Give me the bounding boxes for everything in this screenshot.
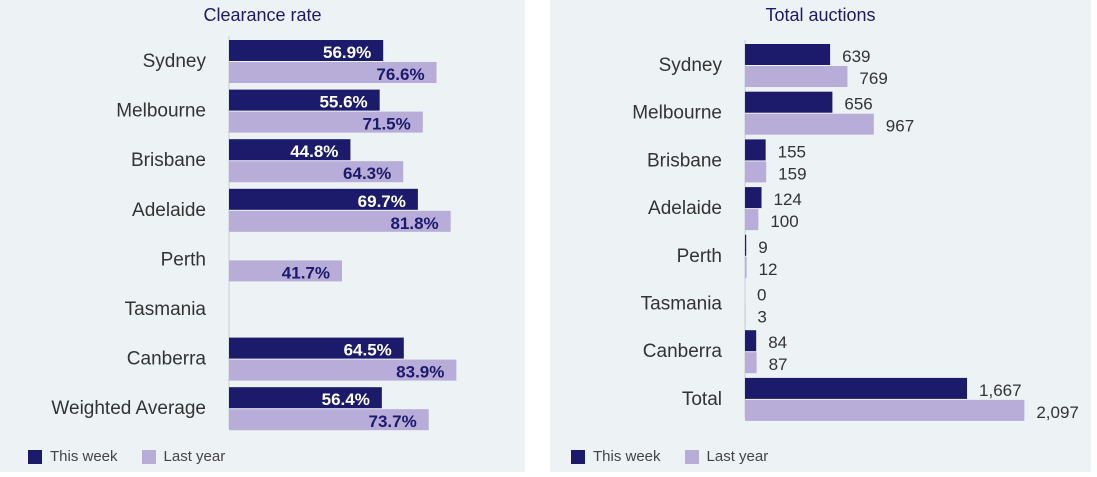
- data-label-last-year-canberra: 83.9%: [396, 363, 444, 382]
- data-label-last-year-melbourne: 967: [886, 117, 914, 136]
- category-label-sydney: Sydney: [659, 55, 723, 76]
- category-label-melbourne: Melbourne: [116, 101, 206, 122]
- data-label-this-week-brisbane: 44.8%: [290, 142, 338, 161]
- bar-last-year-total: [745, 399, 1025, 421]
- bar-this-week-weighted-average: [229, 387, 382, 409]
- category-label-weighted-average: Weighted Average: [51, 398, 206, 419]
- bar-this-week-adelaide: [229, 188, 418, 210]
- data-label-this-week-canberra: 84: [768, 333, 787, 352]
- total-auctions-panel: Total auctions Sydney 639 769 Melbourne 656 9…: [550, 0, 1091, 472]
- category-label-sydney: Sydney: [143, 51, 207, 72]
- data-label-last-year-melbourne: 71.5%: [363, 115, 411, 134]
- bar-this-week-melbourne: [745, 91, 833, 113]
- data-label-this-week-adelaide: 124: [774, 190, 802, 209]
- bar-last-year-melbourne: [745, 113, 874, 135]
- clearance-rate-chart: Sydney 56.9% 76.6% Melbourne 55.6% 71.5% Brisb…: [51, 36, 457, 431]
- data-label-this-week-perth: 9: [758, 238, 767, 257]
- legend-label-last-year: Last year: [163, 448, 226, 465]
- data-label-last-year-total: 2,097: [1036, 403, 1079, 422]
- legend-label-last-year: Last year: [706, 448, 769, 465]
- category-label-adelaide: Adelaide: [132, 200, 206, 221]
- data-label-this-week-weighted-average: 56.4%: [322, 390, 370, 409]
- bar-this-week-sydney: [745, 44, 831, 65]
- total-auctions-legend: This week Last year: [571, 448, 792, 465]
- bar-this-week-canberra: [229, 337, 404, 359]
- bar-last-year-adelaide: [229, 210, 451, 232]
- category-label-tasmania: Tasmania: [125, 299, 207, 320]
- category-label-perth: Perth: [677, 246, 722, 267]
- data-label-this-week-tasmania: 0: [757, 286, 766, 305]
- bar-last-year-canberra: [229, 359, 457, 381]
- category-label-canberra: Canberra: [127, 349, 207, 370]
- legend-swatch-last-year: [141, 449, 156, 464]
- bar-this-week-sydney: [229, 40, 384, 61]
- bar-last-year-sydney: [745, 66, 848, 87]
- data-label-last-year-canberra: 87: [769, 355, 788, 374]
- category-label-brisbane: Brisbane: [131, 150, 206, 171]
- bar-last-year-perth: [745, 256, 747, 278]
- legend-label-this-week: This week: [593, 448, 661, 465]
- bar-this-week-canberra: [745, 330, 757, 352]
- clearance-rate-legend: This week Last year: [28, 448, 249, 465]
- data-label-this-week-brisbane: 155: [778, 142, 806, 161]
- bar-last-year-perth: [229, 260, 343, 282]
- bar-last-year-sydney: [229, 62, 437, 83]
- legend-item-last-year: Last year: [684, 448, 769, 465]
- data-label-last-year-weighted-average: 73.7%: [369, 412, 417, 431]
- legend-swatch-this-week: [28, 449, 42, 464]
- bar-this-week-brisbane: [229, 139, 351, 161]
- bar-last-year-brisbane: [229, 161, 404, 183]
- data-label-last-year-brisbane: 64.3%: [343, 164, 391, 183]
- bar-last-year-canberra: [745, 352, 757, 374]
- data-label-last-year-adelaide: 100: [770, 212, 798, 231]
- bar-this-week-brisbane: [745, 139, 766, 161]
- legend-item-this-week: This week: [571, 448, 661, 465]
- bar-this-week-perth: [745, 234, 747, 256]
- data-label-this-week-adelaide: 69.7%: [358, 192, 406, 211]
- category-label-melbourne: Melbourne: [632, 103, 722, 124]
- legend-swatch-this-week: [571, 449, 585, 464]
- bar-last-year-melbourne: [229, 111, 423, 133]
- bar-last-year-weighted-average: [229, 409, 429, 431]
- data-label-this-week-melbourne: 55.6%: [319, 93, 367, 112]
- bar-last-year-brisbane: [745, 161, 767, 183]
- category-label-adelaide: Adelaide: [648, 198, 722, 219]
- bar-this-week-melbourne: [229, 89, 380, 111]
- data-label-this-week-total: 1,667: [979, 381, 1022, 400]
- legend-item-this-week: This week: [28, 448, 118, 465]
- category-label-perth: Perth: [161, 249, 206, 270]
- category-label-tasmania: Tasmania: [641, 294, 723, 315]
- total-auctions-title: Total auctions: [765, 5, 876, 25]
- data-label-this-week-canberra: 64.5%: [344, 341, 392, 360]
- legend-label-this-week: This week: [50, 448, 118, 465]
- category-label-brisbane: Brisbane: [647, 150, 722, 171]
- data-label-last-year-perth: 41.7%: [282, 263, 330, 282]
- total-auctions-chart: Sydney 639 769 Melbourne 656 967 Brisbane 155 15…: [632, 40, 1079, 422]
- category-label-canberra: Canberra: [643, 341, 723, 362]
- category-label-total: Total: [682, 389, 722, 410]
- data-label-this-week-sydney: 56.9%: [323, 43, 371, 62]
- data-label-last-year-perth: 12: [759, 260, 778, 279]
- data-label-last-year-sydney: 76.6%: [376, 65, 424, 84]
- clearance-rate-title: Clearance rate: [203, 5, 322, 25]
- data-label-last-year-sydney: 769: [859, 69, 887, 88]
- bar-last-year-adelaide: [745, 209, 759, 231]
- data-label-this-week-sydney: 639: [842, 47, 870, 66]
- data-label-last-year-tasmania: 3: [757, 308, 766, 327]
- legend-swatch-last-year: [684, 449, 699, 464]
- bar-this-week-adelaide: [745, 187, 762, 209]
- data-label-last-year-adelaide: 81.8%: [390, 214, 438, 233]
- data-label-last-year-brisbane: 159: [778, 164, 806, 183]
- clearance-rate-panel: Clearance rate Sydney 56.9% 76.6% Melbourne…: [0, 0, 525, 472]
- legend-item-last-year: Last year: [141, 448, 226, 465]
- bar-this-week-total: [745, 377, 968, 399]
- data-label-this-week-melbourne: 656: [844, 95, 872, 114]
